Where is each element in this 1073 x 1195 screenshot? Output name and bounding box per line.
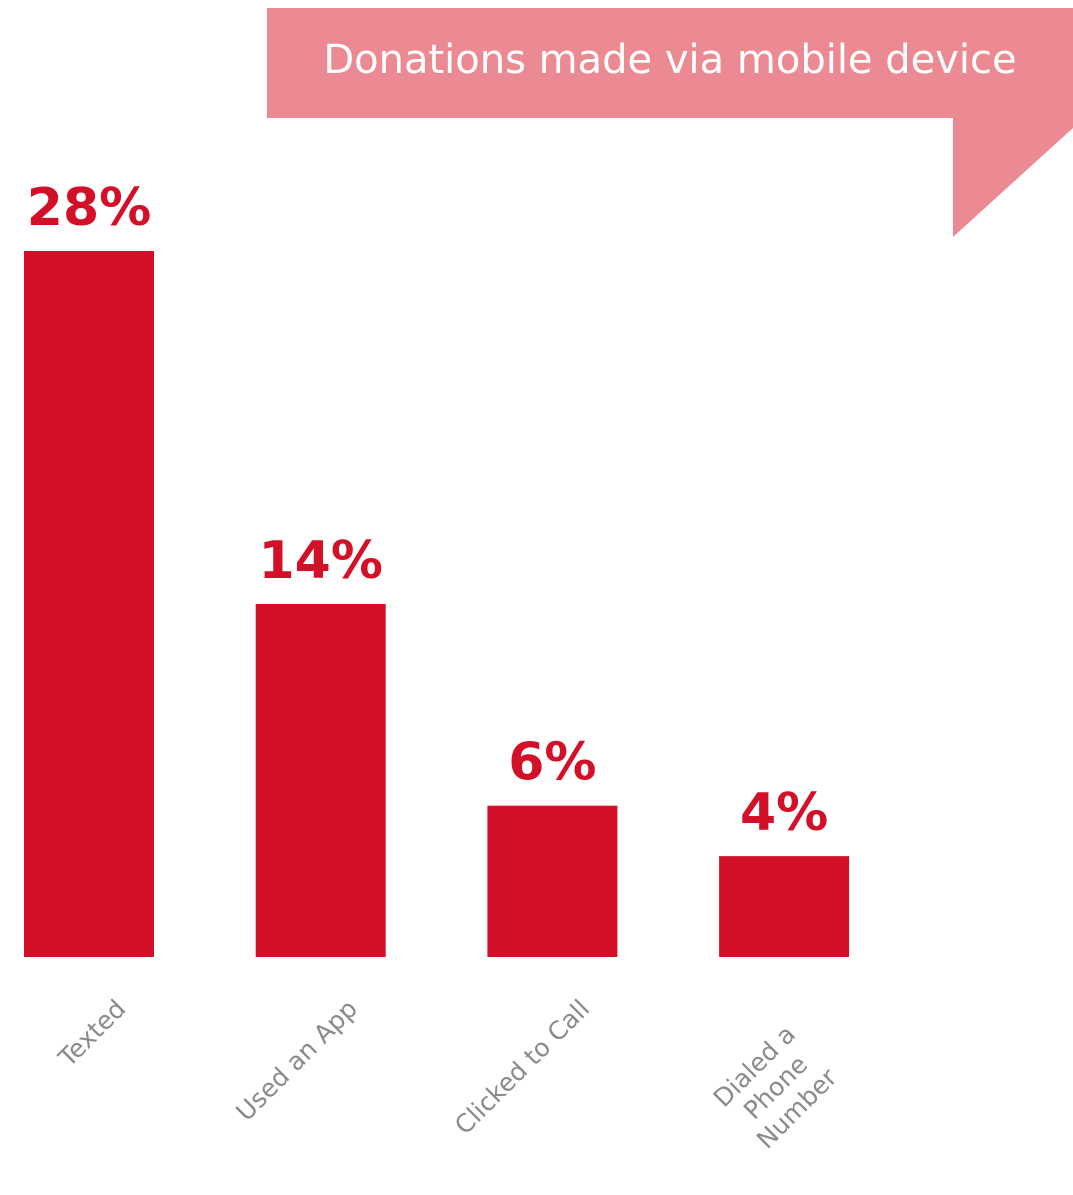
value-label: 6% [508, 733, 596, 793]
bar [719, 856, 850, 957]
bar [255, 604, 386, 957]
chart-title: Donations made via mobile device [323, 37, 1016, 83]
title-banner [267, 8, 1073, 237]
value-label: 28% [27, 178, 151, 238]
bar [487, 805, 618, 957]
value-label: 14% [258, 531, 382, 591]
value-label: 4% [740, 783, 828, 843]
bar [24, 251, 154, 957]
